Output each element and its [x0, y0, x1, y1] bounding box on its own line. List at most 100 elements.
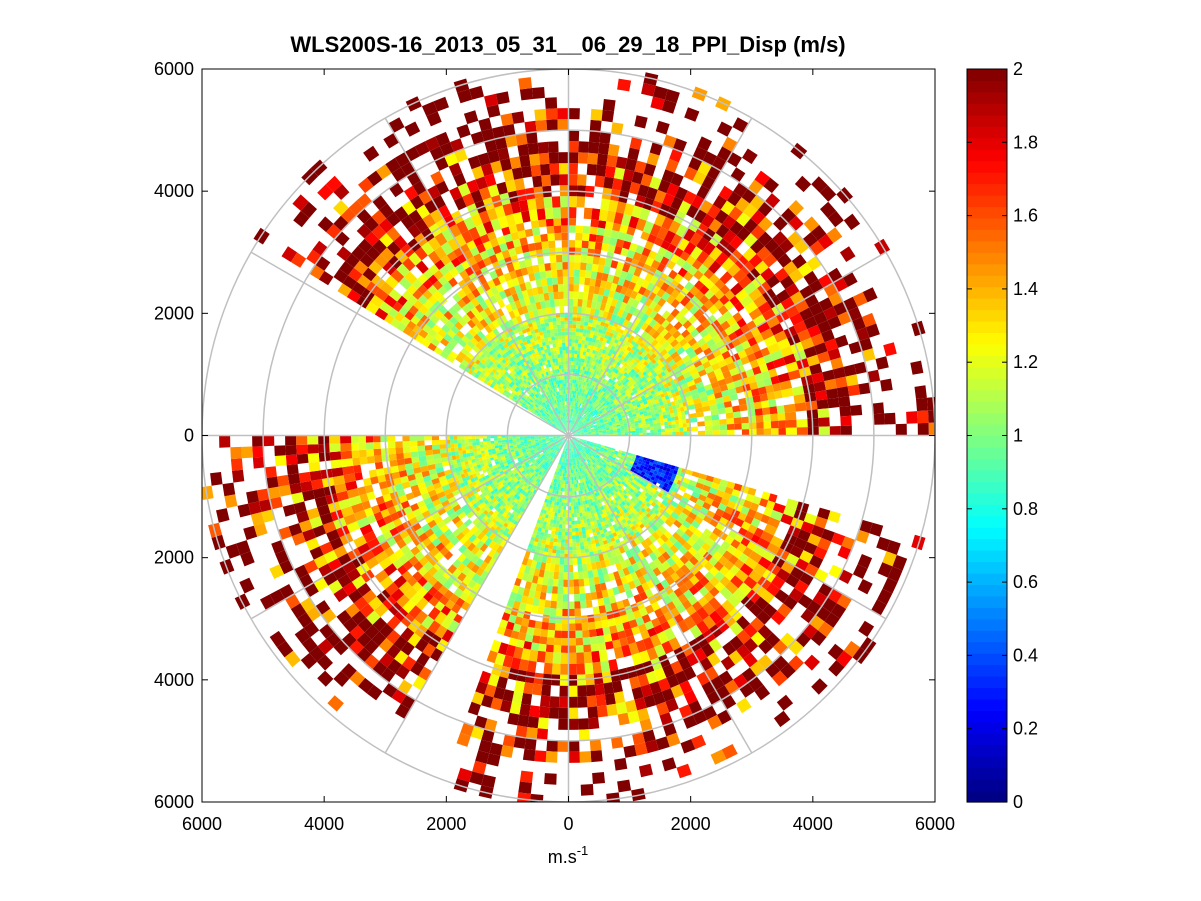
- ppi-cell: [616, 426, 621, 429]
- ppi-cell: [554, 623, 562, 631]
- ppi-cell: [741, 422, 750, 430]
- ppi-cell: [814, 342, 828, 355]
- ppi-cell: [618, 317, 626, 326]
- ppi-cell: [621, 370, 626, 375]
- ppi-cell: [721, 350, 731, 360]
- ppi-cell: [714, 209, 729, 224]
- ppi-cell: [602, 432, 607, 435]
- ppi-cell: [583, 397, 587, 402]
- ppi-cell: [579, 328, 584, 333]
- ppi-cell: [575, 538, 580, 543]
- ppi-cell: [653, 423, 658, 427]
- ppi-cell: [750, 210, 766, 225]
- ppi-cell: [580, 430, 584, 433]
- ppi-cell: [557, 538, 562, 543]
- ppi-cell: [693, 269, 704, 281]
- ppi-cell: [577, 403, 581, 407]
- ppi-cell: [601, 425, 606, 428]
- ppi-cell: [601, 341, 606, 346]
- ppi-cell: [817, 351, 831, 364]
- ppi-cell: [571, 520, 575, 525]
- ppi-cell: [585, 390, 589, 395]
- ppi-cell: [587, 413, 591, 417]
- ppi-cell: [681, 261, 692, 272]
- ppi-cell: [807, 324, 822, 338]
- ppi-cell: [603, 393, 608, 398]
- ppi-cell: [837, 311, 852, 326]
- ppi-cell: [580, 417, 584, 421]
- ppi-cell: [568, 291, 574, 299]
- ppi-cell: [568, 645, 577, 653]
- ppi-cell: [910, 360, 924, 375]
- ppi-cell: [586, 427, 591, 430]
- ppi-cell: [673, 396, 678, 402]
- ppi-cell: [637, 319, 645, 329]
- ppi-cell: [636, 277, 645, 287]
- ppi-cell: [622, 393, 628, 398]
- ppi-cell: [657, 179, 671, 194]
- ppi-cell: [568, 696, 578, 708]
- ppi-cell: [593, 369, 598, 375]
- ppi-cell: [576, 423, 580, 427]
- ppi-cell: [607, 324, 613, 329]
- ppi-cell: [684, 375, 694, 383]
- ppi-cell: [718, 185, 734, 201]
- ppi-cell: [614, 388, 619, 393]
- ppi-cell: [630, 358, 636, 364]
- ppi-cell: [563, 579, 569, 587]
- ppi-cell: [770, 349, 784, 362]
- ppi-cell: [616, 386, 622, 391]
- ppi-cell: [587, 248, 595, 257]
- ppi-cell: [627, 402, 633, 406]
- ppi-cell: [573, 421, 576, 425]
- ppi-cell: [582, 426, 587, 429]
- ppi-cell: [558, 718, 569, 730]
- ppi-cell: [760, 347, 771, 357]
- ppi-cell: [673, 321, 683, 331]
- ppi-cell: [747, 336, 758, 347]
- ppi-cell: [669, 379, 675, 386]
- ppi-cell: [614, 315, 622, 324]
- ppi-cell: [548, 707, 559, 719]
- ppi-cell: [678, 200, 692, 215]
- ppi-cell: [601, 426, 606, 429]
- ppi-cell: [578, 527, 582, 532]
- ppi-cell: [729, 367, 739, 377]
- ppi-cell: [675, 420, 680, 425]
- ppi-cell: [568, 630, 576, 639]
- ppi-cell: [732, 269, 747, 283]
- ppi-cell: [606, 429, 610, 432]
- ppi-cell: [604, 165, 616, 178]
- ppi-cell: [553, 571, 559, 580]
- ppi-cell: [571, 346, 575, 351]
- ppi-cell: [568, 751, 580, 763]
- ppi-cell: [617, 431, 621, 434]
- ppi-cell: [558, 572, 564, 580]
- ppi-cell: [573, 434, 577, 435]
- ppi-cell: [725, 412, 734, 419]
- ppi-cell: [519, 703, 531, 717]
- ppi-cell: [668, 385, 674, 391]
- ppi-cell: [591, 263, 599, 272]
- ppi-cell: [656, 422, 661, 427]
- ppi-cell: [729, 235, 744, 250]
- ppi-cell: [580, 376, 583, 381]
- ppi-cell: [596, 271, 603, 281]
- ppi-cell: [573, 298, 578, 307]
- ppi-cell: [643, 355, 649, 361]
- ppi-cell: [617, 308, 625, 318]
- ppi-cell: [573, 509, 577, 514]
- ppi-cell: [568, 254, 575, 263]
- ppi-cell: [707, 393, 716, 401]
- ppi-cell: [650, 397, 655, 403]
- ppi-cell: [658, 398, 663, 403]
- ppi-cell: [605, 428, 610, 431]
- ppi-cell: [558, 502, 562, 506]
- ppi-cell: [622, 319, 630, 328]
- ppi-cell: [724, 376, 734, 385]
- ppi-cell: [741, 340, 751, 350]
- ppi-cell: [596, 383, 601, 388]
- ppi-cell: [634, 115, 648, 129]
- ppi-cell: [617, 779, 632, 793]
- ppi-cell: [702, 333, 713, 343]
